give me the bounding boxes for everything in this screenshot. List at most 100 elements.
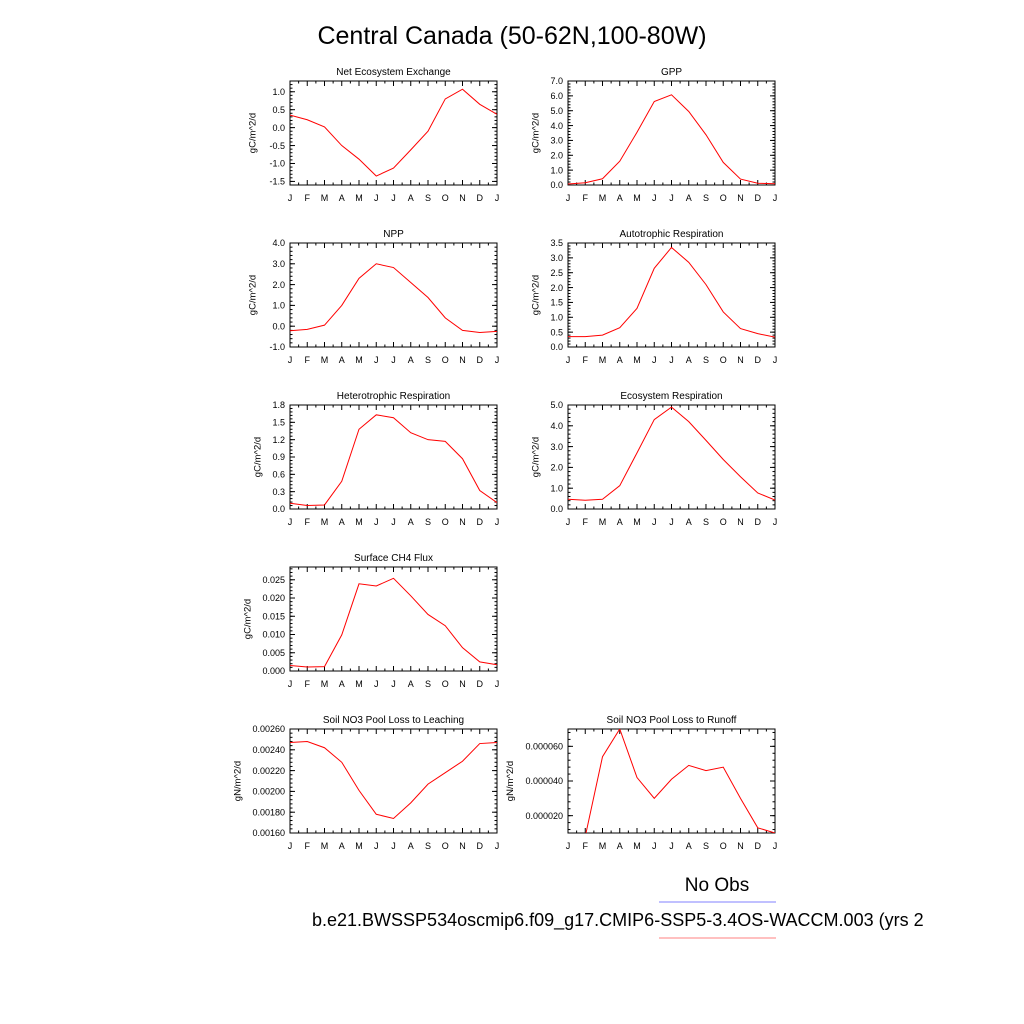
x-tick-label: M: [321, 679, 329, 689]
x-tick-label: J: [495, 679, 500, 689]
y-tick-label: 1.5: [550, 298, 563, 308]
series-line: [290, 414, 497, 507]
x-tick-label: F: [305, 193, 311, 203]
x-tick-label: A: [408, 193, 414, 203]
x-tick-label: O: [442, 355, 449, 365]
x-tick-label: F: [583, 517, 589, 527]
y-axis-label: gC/m^2/d: [531, 113, 542, 153]
x-tick-label: N: [459, 841, 466, 851]
x-tick-label: J: [288, 193, 293, 203]
y-tick-label: 1.0: [550, 483, 563, 493]
legend-no-obs-label: No Obs: [685, 875, 749, 896]
x-tick-label: D: [755, 841, 762, 851]
x-tick-label: M: [599, 841, 607, 851]
x-tick-label: N: [459, 679, 466, 689]
x-tick-label: D: [755, 517, 762, 527]
x-tick-label: J: [652, 517, 657, 527]
series-line: [568, 246, 775, 338]
y-tick-label: -1.0: [269, 159, 285, 169]
y-tick-label: 0.0: [272, 504, 285, 514]
panel-title: Surface CH4 Flux: [354, 553, 433, 564]
plot-frame: [289, 242, 498, 348]
x-tick-label: J: [495, 841, 500, 851]
x-tick-label: O: [720, 517, 727, 527]
y-tick-label: 4.0: [550, 121, 563, 131]
x-tick-label: D: [477, 355, 484, 365]
x-tick-label: N: [737, 841, 744, 851]
x-tick-label: A: [686, 517, 692, 527]
y-tick-label: 0.015: [262, 611, 285, 621]
series-line: [568, 406, 775, 501]
y-tick-label: 2.0: [272, 280, 285, 290]
x-tick-label: D: [477, 517, 484, 527]
x-tick-label: J: [288, 679, 293, 689]
x-tick-label: J: [566, 355, 571, 365]
x-tick-label: S: [425, 193, 431, 203]
x-tick-label: N: [737, 355, 744, 365]
y-tick-label: 0.00220: [252, 766, 285, 776]
y-tick-label: 0.0: [550, 504, 563, 514]
y-tick-label: 0.00180: [252, 807, 285, 817]
x-tick-label: J: [773, 841, 778, 851]
x-tick-label: A: [408, 841, 414, 851]
x-tick-label: F: [305, 679, 311, 689]
x-tick-label: J: [495, 193, 500, 203]
series-line: [585, 729, 775, 833]
x-tick-label: N: [459, 517, 466, 527]
plot-frame: [289, 404, 498, 510]
x-tick-label: O: [720, 355, 727, 365]
y-tick-label: 0.010: [262, 630, 285, 640]
series-line: [290, 740, 497, 819]
y-tick-label: 1.2: [272, 435, 285, 445]
y-tick-label: 1.8: [272, 400, 285, 410]
series-line: [290, 577, 497, 668]
y-tick-label: 0.00160: [252, 828, 285, 838]
x-tick-label: J: [495, 517, 500, 527]
y-axis-label: gN/m^2/d: [232, 761, 243, 801]
y-tick-label: 5.0: [550, 106, 563, 116]
x-tick-label: A: [686, 193, 692, 203]
plot-frame: [289, 80, 498, 186]
series-line: [568, 94, 775, 185]
x-tick-label: J: [566, 517, 571, 527]
x-tick-label: F: [305, 517, 311, 527]
x-tick-label: D: [477, 193, 484, 203]
x-tick-label: A: [686, 355, 692, 365]
y-tick-label: 1.0: [550, 165, 563, 175]
x-tick-label: F: [583, 193, 589, 203]
x-tick-label: O: [720, 193, 727, 203]
y-tick-label: 1.5: [272, 418, 285, 428]
x-tick-label: F: [305, 841, 311, 851]
y-tick-label: 1.0: [272, 87, 285, 97]
x-tick-label: J: [374, 193, 379, 203]
plot-frame: [289, 566, 498, 672]
x-tick-label: M: [321, 517, 329, 527]
y-tick-label: 3.0: [272, 259, 285, 269]
x-tick-label: S: [425, 517, 431, 527]
x-tick-label: J: [495, 355, 500, 365]
x-tick-label: A: [408, 517, 414, 527]
y-tick-label: 0.3: [272, 487, 285, 497]
y-tick-label: 0.000020: [525, 811, 563, 821]
x-tick-label: M: [633, 841, 641, 851]
y-tick-label: 2.0: [550, 463, 563, 473]
x-tick-label: J: [374, 841, 379, 851]
x-tick-label: M: [633, 193, 641, 203]
x-tick-label: S: [703, 355, 709, 365]
plot-frame: [567, 728, 776, 834]
y-tick-label: 4.0: [272, 238, 285, 248]
x-tick-label: A: [408, 679, 414, 689]
x-tick-label: F: [305, 355, 311, 365]
x-tick-label: M: [355, 517, 363, 527]
series-line: [290, 263, 497, 333]
x-tick-label: M: [355, 355, 363, 365]
x-tick-label: D: [755, 193, 762, 203]
y-axis-label: gC/m^2/d: [243, 599, 254, 639]
x-tick-label: M: [355, 841, 363, 851]
y-axis-label: gC/m^2/d: [248, 113, 259, 153]
x-tick-label: J: [374, 679, 379, 689]
y-tick-label: 3.0: [550, 136, 563, 146]
